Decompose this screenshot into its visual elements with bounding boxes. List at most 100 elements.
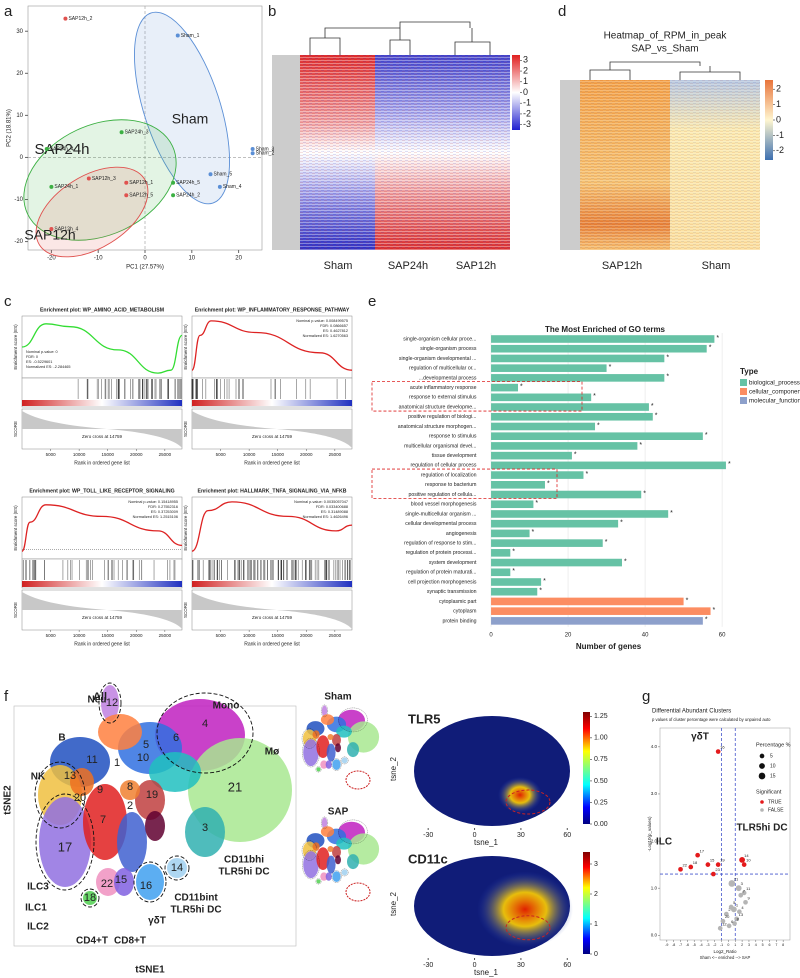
row-dendrogram [272,55,300,250]
sample-label: Sham_4 [223,184,242,190]
x-tick-label: 5000 [46,452,57,457]
cluster-blob [83,891,97,905]
significance-marker: * [666,374,669,381]
cluster-point [728,904,734,910]
cluster-point [726,923,732,929]
significance-marker: * [651,403,654,410]
category-label: cellular developmental process [405,521,477,527]
x-tick-label: 30 [517,962,525,969]
category-label: ...developmental process [419,375,477,381]
colorbar-tick-label: 1 [594,921,598,928]
cluster-outline [338,707,368,733]
cluster-number: 4 [202,718,208,730]
sample-point [171,180,176,185]
x-tick-label: 8 [782,943,784,947]
cluster-number: 11 [86,754,97,766]
x-axis-label: tSNE1 [135,965,165,976]
x-tick-label: 0 [727,943,729,947]
x-axis-label: Rank in ordered gene list [244,460,300,466]
cluster-point [737,909,742,915]
panel-letter: c [4,293,12,310]
cluster-point [715,749,721,754]
point-label: 22 [683,862,688,867]
cluster-blob [332,759,341,770]
x-tick-label: -8 [672,943,675,947]
zero-cross-label: Zero cross at 14759 [82,615,123,620]
cluster-blob [135,780,165,820]
legend-title: Type [740,367,759,376]
cluster-outline [315,878,322,885]
x-tick-label: -5 [693,943,696,947]
cluster-outline [302,850,320,880]
cell-type-label: ILC3 [27,882,49,893]
col-dendrogram [589,61,741,80]
x-tick-label: -4 [699,943,702,947]
colorbar-tick-label: 0 [776,114,781,124]
y-tick-label: 10 [16,113,23,119]
cluster-point [728,880,736,887]
cluster-blob [321,705,328,717]
column-label: Sham [324,260,353,272]
x-tick-label: 20 [565,632,572,638]
significance-marker: * [705,617,708,624]
point-label: 3 [741,881,744,886]
cluster-blob [117,812,147,872]
point-label: 20 [725,914,730,919]
significance-marker: * [666,354,669,361]
cluster-blob [341,757,348,764]
x-tick-label: 5000 [216,452,227,457]
significance-marker: * [547,481,550,488]
row-dendrogram [560,80,580,250]
y-axis-label: Enrichment score (ES) [13,505,18,551]
x-tick-label: 30 [517,832,525,839]
legend-dot [760,800,764,804]
column-label: SAP24h [388,260,428,272]
bar [491,471,584,479]
category-label: response to stimulus [429,434,477,440]
y-axis-label: Enrichment score (ES) [13,324,18,370]
column-label: SAP12h [456,260,496,272]
cluster-point [735,885,742,892]
subset-title: SAP [328,807,349,818]
x-tick-label: -3 [706,943,709,947]
cluster-outline [156,692,254,774]
sample-label: SAP12h_2 [68,16,92,22]
subset-title: Sham [324,692,351,703]
legend-label: 10 [770,763,776,769]
bar [491,549,511,557]
cluster-number: 5 [143,739,149,751]
point-label: 1 [736,902,739,907]
cluster-point [678,866,683,872]
bar [491,500,534,509]
zero-cross-label: Zero cross at 14759 [252,615,293,620]
cluster-blob [327,846,334,852]
legend-label: TRUE [768,799,782,805]
colorbar [583,712,590,824]
point-label: 12 [722,921,727,926]
heatmap-title: Heatmap_of_RPM_in_peak [604,31,728,42]
bar [491,451,572,460]
tsne-main [34,682,292,908]
cluster-blob [39,797,91,887]
cluster-blob [332,871,341,882]
annotation: γδT [691,732,709,743]
es-box [21,315,183,379]
sample-point [250,147,255,152]
cluster-point [715,862,721,867]
cluster-blob [185,807,225,857]
bar [491,393,592,402]
x-tick-label: 20 [235,256,242,262]
sample-point [63,16,68,21]
cluster-blob [321,817,328,829]
x-tick-label: 25000 [329,452,342,457]
x-tick-label: 20000 [130,452,143,457]
x-tick-label: -1 [720,943,723,947]
highlight-box [371,468,558,499]
cell-type-label: Mono [213,701,240,712]
significance-marker: * [585,471,588,478]
cluster-outline [321,816,328,830]
x-tick-label: 25000 [329,633,342,638]
cluster-blob [145,811,165,841]
sample-label: SAP24h_1 [54,184,78,190]
